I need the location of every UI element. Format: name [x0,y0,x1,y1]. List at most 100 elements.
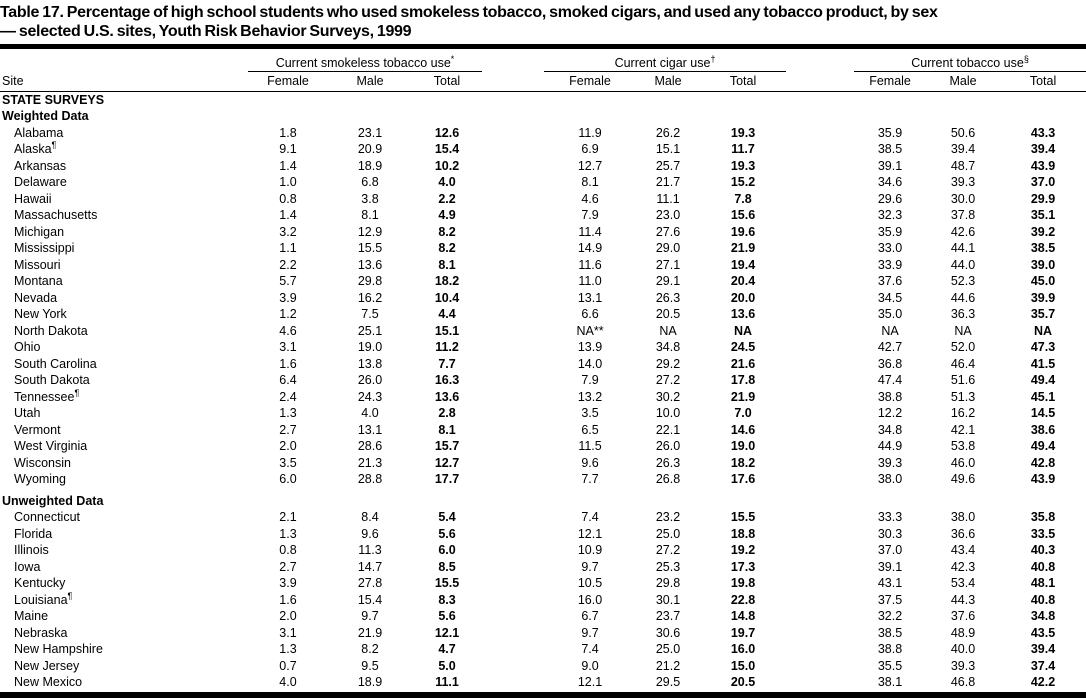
site-name: Connecticut [14,510,81,524]
value-cell: 19.6 [730,224,756,239]
value-cell: 26.3 [655,455,681,470]
table-row: Hawaii 0.8 3.8 2.2 4.6 11.1 7.8 29.6 30.0 29.9 [0,191,1086,208]
value-cell: 22.8 [730,592,756,607]
value-cell: 4.0 [438,175,456,189]
value-cell: 19.7 [730,625,756,640]
value-cell: 21.9 [357,625,383,640]
column-spacer [482,191,544,208]
value-cell: 20.0 [730,290,756,305]
column-spacer [482,608,544,625]
site-name: Nebraska [14,625,68,640]
value-cell: 33.5 [1030,526,1056,541]
value-cell: 24.5 [730,340,756,354]
value-cell: 41.5 [1030,356,1056,371]
value-cell: 9.6 [361,526,379,541]
value-cell: 4.9 [438,208,456,222]
value-cell: 4.6 [279,323,297,338]
value-cell: 49.4 [1030,373,1056,387]
table-row: Wisconsin 3.5 21.3 12.7 9.6 26.3 18.2 39.3 46.0 4… [0,455,1086,472]
value-cell: 11.0 [578,274,602,288]
value-cell: 8.1 [438,257,456,272]
section-row: STATE SURVEYS [0,91,1086,108]
column-spacer [482,592,544,609]
value-cell: 0.8 [279,543,297,557]
value-cell: 10.9 [577,543,603,557]
value-cell: 38.0 [950,510,976,524]
value-cell: 11.6 [578,257,602,272]
value-cell: 9.7 [361,609,379,623]
column-spacer [786,174,854,191]
value-cell: 16.0 [577,592,603,607]
value-cell: NA [659,323,677,338]
value-cell: 30.0 [950,191,976,206]
column-spacer [786,71,855,92]
column-group-smokeless: Current smokeless tobacco use* [248,51,483,72]
footnote-marker-pilcrow: ¶ [67,590,73,601]
value-cell: 27.6 [655,224,681,239]
column-spacer [786,290,854,307]
table-row: New Hampshire 1.3 8.2 4.7 7.4 25.0 16.0 38.8 40.… [0,641,1086,658]
column-spacer [482,51,544,71]
value-cell: 21.7 [655,175,681,189]
value-cell: 25.7 [655,158,681,173]
value-cell: 13.6 [357,257,383,272]
value-cell: 37.6 [877,274,903,288]
value-cell: 42.1 [950,422,976,437]
value-cell: 25.1 [357,323,383,338]
value-cell: 35.9 [877,125,903,140]
column-spacer [786,542,854,559]
value-cell: 11.1 [656,191,680,206]
column-spacer [482,306,544,323]
value-cell: 7.5 [361,307,379,321]
column-spacer [482,207,544,224]
value-cell: 45.1 [1030,389,1056,404]
value-cell: 49.6 [950,472,976,486]
column-spacer [786,389,854,406]
value-cell: 48.7 [950,158,976,173]
column-spacer [786,641,854,658]
value-cell: 6.7 [581,609,599,623]
site-name: Delaware [14,175,67,189]
column-spacer [786,273,854,290]
value-cell: 6.8 [361,175,379,189]
value-cell: 40.8 [1030,559,1056,574]
value-cell: 39.0 [1030,257,1056,272]
value-cell: 12.2 [877,406,903,420]
value-cell: 26.0 [655,439,681,453]
value-cell: 29.9 [1030,191,1056,206]
value-cell: 47.4 [877,373,903,387]
column-spacer [786,509,854,526]
site-name: Mississippi [14,241,75,255]
value-cell: NA [1034,323,1053,338]
column-spacer [482,405,544,422]
value-cell: 21.2 [655,658,681,673]
value-cell: 17.8 [730,373,756,387]
value-cell: 6.0 [438,543,456,557]
section-header: Weighted Data [2,109,89,123]
value-cell: 30.6 [655,625,681,640]
column-spacer [482,559,544,576]
column-spacer [482,674,544,691]
value-cell: 15.1 [655,142,681,156]
value-cell: 15.5 [357,241,383,255]
footnote-marker-asterisk: * [450,53,455,64]
value-cell: 19.0 [730,439,756,453]
value-cell: 25.0 [655,642,681,656]
value-cell: 52.3 [950,274,976,288]
column-header-total: Total [1000,71,1086,92]
column-spacer [482,575,544,592]
value-cell: 39.3 [950,175,976,189]
site-name: Alaska¶ [14,139,57,156]
value-cell: 6.6 [581,307,599,321]
value-cell: 20.5 [730,675,756,689]
value-cell: 29.8 [655,576,681,590]
value-cell: 26.8 [655,472,681,486]
value-cell: 6.4 [279,373,297,387]
column-spacer [786,559,854,576]
value-cell: 42.7 [877,340,903,354]
column-spacer [786,207,854,224]
value-cell: 39.4 [950,142,976,156]
site-name: Wisconsin [14,455,71,470]
value-cell: 0.7 [279,658,297,673]
value-cell: 11.2 [435,340,459,354]
